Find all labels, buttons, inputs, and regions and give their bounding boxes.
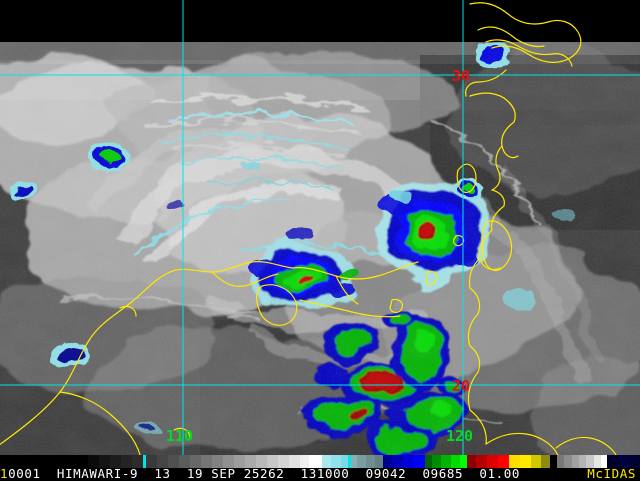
colorbar-band — [382, 455, 392, 468]
colorbar-band — [540, 455, 550, 468]
colorbar-band — [331, 455, 341, 468]
grid-label-latitude-20: 20 — [452, 377, 470, 395]
colorbar-band — [476, 455, 488, 468]
coastline-overlay — [0, 2, 617, 455]
colorbar-band — [450, 455, 460, 468]
colorbar-band — [564, 455, 572, 468]
colorbar-band — [0, 455, 89, 468]
enhancement-colorbar[interactable] — [0, 455, 640, 468]
colorbar-band — [571, 455, 580, 468]
grid-label-longitude-110: 110 — [166, 427, 193, 445]
status-text-main: 0001 HIMAWARI-9 13 19 SEP 25262 131000 0… — [8, 466, 521, 481]
latlon-grid — [0, 0, 640, 455]
no-data-band — [0, 0, 640, 42]
satellite-image-canvas[interactable]: 30 20 110 120 — [0, 0, 640, 455]
colorbar-band — [520, 455, 532, 468]
colorbar-band — [375, 455, 383, 468]
colorbar-band — [99, 455, 111, 468]
colorbar-band — [424, 455, 433, 468]
colorbar-band — [143, 455, 146, 468]
colorbar-band — [402, 455, 414, 468]
colorbar-band — [223, 455, 235, 468]
colorbar-band — [179, 455, 191, 468]
colorbar-band — [391, 455, 403, 468]
colorbar-band — [347, 455, 351, 468]
colorbar-band — [413, 455, 425, 468]
colorbar-band — [245, 455, 257, 468]
colorbar-band — [340, 455, 348, 468]
grid-labels: 30 20 110 120 — [166, 67, 473, 445]
colorbar-band — [357, 455, 367, 468]
colorbar-band — [432, 455, 442, 468]
colorbar-band — [366, 455, 376, 468]
colorbar-band — [586, 455, 594, 468]
colorbar-band — [509, 455, 521, 468]
bottom-info-bar: 10001 HIMAWARI-9 13 19 SEP 25262 131000 … — [0, 455, 640, 480]
colorbar-band — [350, 455, 358, 468]
colorbar-band — [487, 455, 499, 468]
colorbar-band — [531, 455, 541, 468]
colorbar-band — [190, 455, 202, 468]
colorbar-band — [289, 455, 301, 468]
colorbar-band — [441, 455, 451, 468]
colorbar-band — [322, 455, 332, 468]
colorbar-band — [606, 455, 618, 468]
colorbar-band — [467, 455, 477, 468]
colorbar-band — [88, 455, 100, 468]
colorbar-band — [309, 455, 323, 468]
colorbar-band — [201, 455, 213, 468]
colorbar-band — [212, 455, 224, 468]
satellite-image-raster: 30 20 110 120 — [0, 0, 640, 455]
colorbar-band — [628, 455, 640, 468]
colorbar-band — [145, 455, 157, 468]
colorbar-band — [156, 455, 168, 468]
colorbar-band — [617, 455, 629, 468]
colorbar-band — [579, 455, 587, 468]
grid-label-longitude-120: 120 — [446, 427, 473, 445]
mcidas-brand-label: McIDAS — [587, 466, 636, 481]
colorbar-band — [278, 455, 290, 468]
colorbar-band — [267, 455, 279, 468]
colorbar-band — [593, 455, 602, 468]
colorbar-band — [557, 455, 565, 468]
grid-label-latitude-30: 30 — [452, 67, 470, 85]
colorbar-band — [132, 455, 144, 468]
status-bar-text: 10001 HIMAWARI-9 13 19 SEP 25262 131000 … — [0, 466, 640, 481]
colorbar-band — [300, 455, 310, 468]
colorbar-band — [256, 455, 268, 468]
colorbar-band — [121, 455, 133, 468]
colorbar-band — [459, 455, 468, 468]
colorbar-band — [498, 455, 510, 468]
colorbar-band — [601, 455, 607, 468]
colorbar-band — [549, 455, 558, 468]
colorbar-band — [168, 455, 180, 468]
colorbar-divider — [0, 468, 640, 469]
status-leading-marker: 1 — [0, 466, 9, 481]
colorbar-band — [234, 455, 246, 468]
colorbar-band — [110, 455, 122, 468]
